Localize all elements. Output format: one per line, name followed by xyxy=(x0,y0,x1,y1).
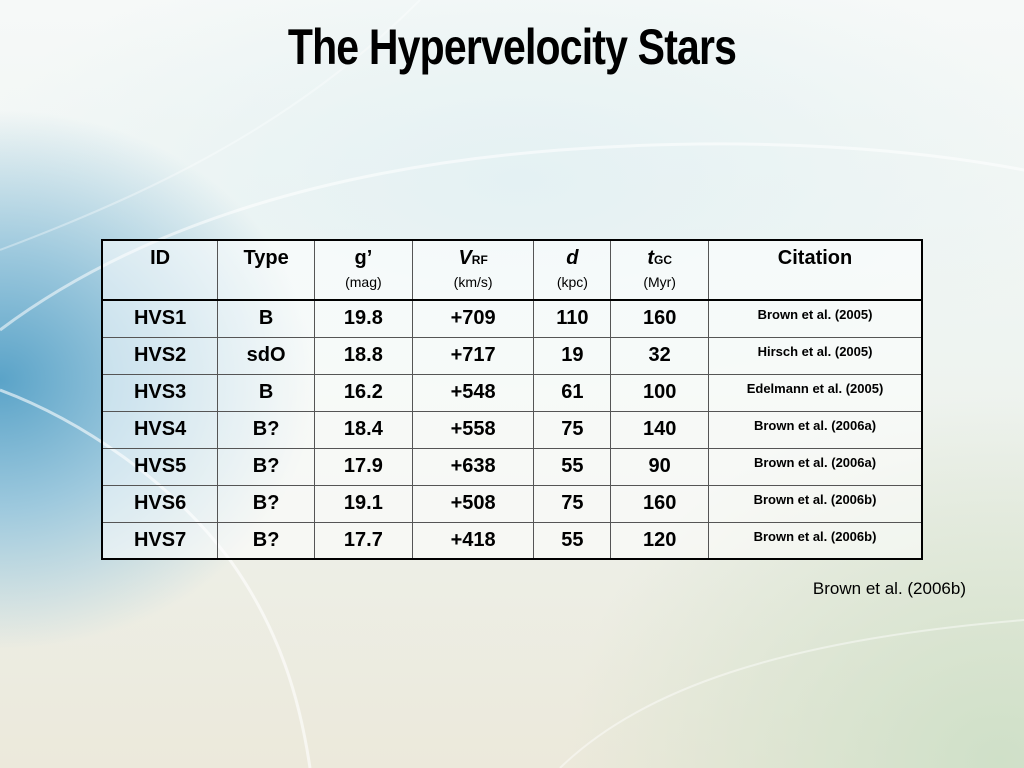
cell-velocity: +418 xyxy=(411,521,535,560)
cell-travel-time: 160 xyxy=(610,299,710,338)
cell-citation: Brown et al. (2005) xyxy=(708,299,923,338)
header-id: ID xyxy=(101,239,219,301)
header-t-label: t xyxy=(647,247,654,269)
header-g-magnitude: g’ (mag) xyxy=(314,239,413,301)
slide-title: The Hypervelocity Stars xyxy=(287,19,737,75)
cell-velocity: +508 xyxy=(411,484,535,523)
table-row: HVS1 B 19.8 +709 110 160 Brown et al. (2… xyxy=(101,299,923,338)
cell-travel-time: 90 xyxy=(610,447,710,486)
header-d-unit: (kpc) xyxy=(556,274,588,290)
header-distance: d (kpc) xyxy=(533,239,612,301)
cell-type: B xyxy=(217,373,316,412)
cell-g: 19.8 xyxy=(314,299,413,338)
cell-type: B? xyxy=(217,484,316,523)
cell-distance: 61 xyxy=(533,373,612,412)
cell-id: HVS7 xyxy=(101,521,219,560)
cell-travel-time: 160 xyxy=(610,484,710,523)
cell-citation: Brown et al. (2006a) xyxy=(708,410,923,449)
cell-distance: 110 xyxy=(533,299,612,338)
cell-travel-time: 32 xyxy=(610,336,710,375)
cell-type: B? xyxy=(217,447,316,486)
cell-g: 18.8 xyxy=(314,336,413,375)
cell-velocity: +717 xyxy=(411,336,535,375)
cell-velocity: +709 xyxy=(411,299,535,338)
header-v-unit: (km/s) xyxy=(453,274,493,290)
table-row: HVS2 sdO 18.8 +717 19 32 Hirsch et al. (… xyxy=(101,336,923,375)
cell-id: HVS5 xyxy=(101,447,219,486)
header-g-unit: (mag) xyxy=(345,274,382,290)
cell-distance: 55 xyxy=(533,521,612,560)
cell-type: B? xyxy=(217,410,316,449)
header-citation-label: Citation xyxy=(777,247,853,269)
cell-distance: 19 xyxy=(533,336,612,375)
cell-id: HVS6 xyxy=(101,484,219,523)
cell-g: 19.1 xyxy=(314,484,413,523)
table-row: HVS3 B 16.2 +548 61 100 Edelmann et al. … xyxy=(101,373,923,412)
header-t-subscript: GC xyxy=(653,253,672,267)
cell-velocity: +638 xyxy=(411,447,535,486)
header-t-unit: (Myr) xyxy=(643,274,676,290)
cell-travel-time: 140 xyxy=(610,410,710,449)
hypervelocity-stars-table: ID Type g’ (mag) VRF (km/s) d (kpc) tGC … xyxy=(101,239,923,560)
cell-id: HVS2 xyxy=(101,336,219,375)
header-v-subscript: RF xyxy=(471,253,488,267)
table-row: HVS6 B? 19.1 +508 75 160 Brown et al. (2… xyxy=(101,484,923,523)
source-reference: Brown et al. (2006b) xyxy=(812,579,966,598)
cell-travel-time: 120 xyxy=(610,521,710,560)
header-travel-time: tGC (Myr) xyxy=(610,239,710,301)
cell-distance: 75 xyxy=(533,410,612,449)
cell-distance: 75 xyxy=(533,484,612,523)
header-v-label: V xyxy=(458,247,472,269)
header-rest-frame-velocity: VRF (km/s) xyxy=(411,239,535,301)
table-row: HVS4 B? 18.4 +558 75 140 Brown et al. (2… xyxy=(101,410,923,449)
cell-velocity: +548 xyxy=(411,373,535,412)
cell-g: 17.7 xyxy=(314,521,413,560)
cell-id: HVS3 xyxy=(101,373,219,412)
cell-type: B? xyxy=(217,521,316,560)
header-citation: Citation xyxy=(708,239,923,301)
header-type-label: Type xyxy=(243,247,289,269)
cell-type: sdO xyxy=(217,336,316,375)
cell-citation: Brown et al. (2006b) xyxy=(708,484,923,523)
table-header-row: ID Type g’ (mag) VRF (km/s) d (kpc) tGC … xyxy=(101,239,923,301)
table-row: HVS5 B? 17.9 +638 55 90 Brown et al. (20… xyxy=(101,447,923,486)
cell-travel-time: 100 xyxy=(610,373,710,412)
cell-distance: 55 xyxy=(533,447,612,486)
cell-id: HVS1 xyxy=(101,299,219,338)
cell-citation: Edelmann et al. (2005) xyxy=(708,373,923,412)
cell-citation: Hirsch et al. (2005) xyxy=(708,336,923,375)
table-row: HVS7 B? 17.7 +418 55 120 Brown et al. (2… xyxy=(101,521,923,560)
header-g-label: g’ xyxy=(354,247,373,269)
header-id-label: ID xyxy=(150,247,171,269)
cell-velocity: +558 xyxy=(411,410,535,449)
cell-id: HVS4 xyxy=(101,410,219,449)
cell-citation: Brown et al. (2006a) xyxy=(708,447,923,486)
cell-g: 16.2 xyxy=(314,373,413,412)
header-d-label: d xyxy=(566,247,579,269)
cell-g: 18.4 xyxy=(314,410,413,449)
cell-g: 17.9 xyxy=(314,447,413,486)
header-type: Type xyxy=(217,239,316,301)
cell-type: B xyxy=(217,299,316,338)
cell-citation: Brown et al. (2006b) xyxy=(708,521,923,560)
